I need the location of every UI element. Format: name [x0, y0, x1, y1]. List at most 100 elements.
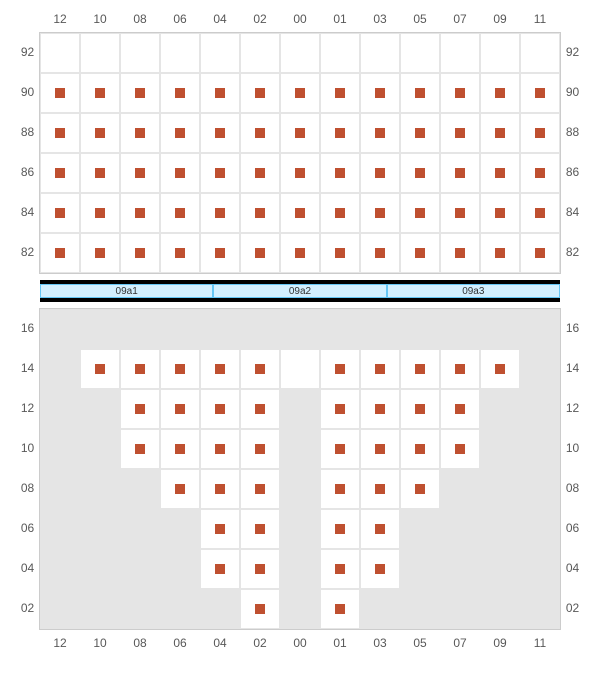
seat-cell[interactable] — [40, 193, 80, 233]
seat-cell[interactable] — [320, 73, 360, 113]
seat-cell[interactable] — [360, 193, 400, 233]
seat-cell[interactable] — [440, 389, 480, 429]
seat-cell[interactable] — [160, 33, 200, 73]
seat-cell[interactable] — [120, 233, 160, 273]
seat-cell[interactable] — [200, 193, 240, 233]
seat-cell[interactable] — [160, 73, 200, 113]
seat-cell[interactable] — [120, 429, 160, 469]
seat-cell[interactable] — [280, 73, 320, 113]
seat-cell[interactable] — [160, 233, 200, 273]
seat-cell[interactable] — [280, 233, 320, 273]
seat-cell[interactable] — [360, 509, 400, 549]
seat-cell[interactable] — [240, 153, 280, 193]
seat-cell[interactable] — [480, 113, 520, 153]
seat-cell[interactable] — [320, 509, 360, 549]
seat-cell[interactable] — [280, 193, 320, 233]
seat-cell[interactable] — [240, 349, 280, 389]
seat-cell[interactable] — [240, 429, 280, 469]
seat-cell[interactable] — [320, 153, 360, 193]
seat-cell[interactable] — [240, 469, 280, 509]
seat-cell[interactable] — [360, 469, 400, 509]
seat-cell[interactable] — [120, 113, 160, 153]
seat-cell[interactable] — [320, 469, 360, 509]
seat-cell[interactable] — [400, 349, 440, 389]
seat-cell[interactable] — [240, 113, 280, 153]
seat-cell[interactable] — [120, 349, 160, 389]
seat-cell[interactable] — [200, 233, 240, 273]
seat-cell[interactable] — [80, 193, 120, 233]
seat-cell[interactable] — [240, 389, 280, 429]
seat-cell[interactable] — [40, 113, 80, 153]
seat-cell[interactable] — [360, 113, 400, 153]
seat-cell[interactable] — [320, 389, 360, 429]
seat-cell[interactable] — [360, 233, 400, 273]
seat-cell[interactable] — [480, 153, 520, 193]
seat-cell[interactable] — [440, 153, 480, 193]
seat-cell[interactable] — [280, 153, 320, 193]
seat-cell[interactable] — [280, 33, 320, 73]
seat-cell[interactable] — [480, 33, 520, 73]
seat-cell[interactable] — [280, 113, 320, 153]
seat-cell[interactable] — [440, 349, 480, 389]
seat-cell[interactable] — [80, 73, 120, 113]
seat-cell[interactable] — [440, 429, 480, 469]
seat-cell[interactable] — [40, 33, 80, 73]
seat-cell[interactable] — [240, 589, 280, 629]
seat-cell[interactable] — [440, 233, 480, 273]
seat-cell[interactable] — [80, 349, 120, 389]
seat-cell[interactable] — [120, 153, 160, 193]
seat-cell[interactable] — [120, 389, 160, 429]
zone-label[interactable]: 09a1 — [40, 284, 213, 298]
seat-cell[interactable] — [200, 153, 240, 193]
seat-cell[interactable] — [400, 113, 440, 153]
seat-cell[interactable] — [160, 349, 200, 389]
seat-cell[interactable] — [480, 233, 520, 273]
seat-cell[interactable] — [240, 509, 280, 549]
seat-cell[interactable] — [200, 469, 240, 509]
seat-cell[interactable] — [400, 233, 440, 273]
seat-cell[interactable] — [280, 349, 320, 389]
seat-cell[interactable] — [440, 193, 480, 233]
seat-cell[interactable] — [400, 153, 440, 193]
seat-cell[interactable] — [200, 549, 240, 589]
seat-cell[interactable] — [360, 389, 400, 429]
seat-cell[interactable] — [160, 153, 200, 193]
seat-cell[interactable] — [360, 429, 400, 469]
seat-cell[interactable] — [200, 33, 240, 73]
seat-cell[interactable] — [320, 33, 360, 73]
seat-cell[interactable] — [160, 429, 200, 469]
seat-cell[interactable] — [520, 233, 560, 273]
seat-cell[interactable] — [400, 193, 440, 233]
seat-cell[interactable] — [320, 193, 360, 233]
seat-cell[interactable] — [400, 73, 440, 113]
seat-cell[interactable] — [120, 193, 160, 233]
seat-cell[interactable] — [320, 589, 360, 629]
seat-cell[interactable] — [320, 349, 360, 389]
seat-cell[interactable] — [480, 349, 520, 389]
seat-cell[interactable] — [80, 233, 120, 273]
seat-cell[interactable] — [200, 429, 240, 469]
seat-cell[interactable] — [520, 193, 560, 233]
seat-cell[interactable] — [440, 113, 480, 153]
seat-cell[interactable] — [120, 33, 160, 73]
seat-cell[interactable] — [520, 113, 560, 153]
seat-cell[interactable] — [240, 233, 280, 273]
seat-cell[interactable] — [40, 153, 80, 193]
seat-cell[interactable] — [360, 73, 400, 113]
seat-cell[interactable] — [400, 33, 440, 73]
seat-cell[interactable] — [160, 193, 200, 233]
seat-cell[interactable] — [480, 73, 520, 113]
seat-cell[interactable] — [440, 73, 480, 113]
seat-cell[interactable] — [320, 429, 360, 469]
seat-cell[interactable] — [520, 73, 560, 113]
seat-cell[interactable] — [240, 33, 280, 73]
seat-cell[interactable] — [240, 193, 280, 233]
seat-cell[interactable] — [160, 113, 200, 153]
zone-label[interactable]: 09a2 — [213, 284, 386, 298]
seat-cell[interactable] — [400, 469, 440, 509]
seat-cell[interactable] — [520, 33, 560, 73]
seat-cell[interactable] — [240, 549, 280, 589]
seat-cell[interactable] — [160, 389, 200, 429]
seat-cell[interactable] — [200, 509, 240, 549]
seat-cell[interactable] — [120, 73, 160, 113]
